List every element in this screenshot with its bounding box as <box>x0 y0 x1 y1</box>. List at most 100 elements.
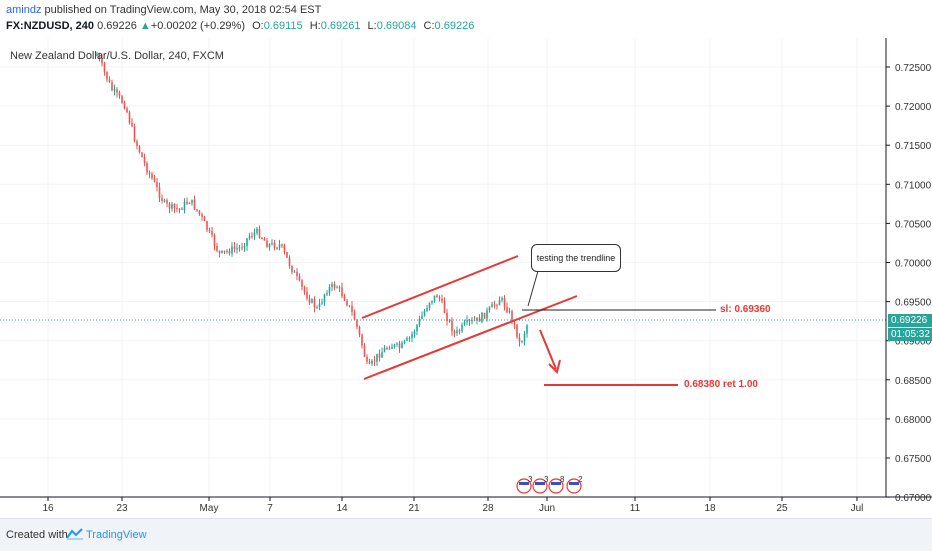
candle-body <box>431 300 433 303</box>
candle-body <box>471 320 473 322</box>
candle-body <box>106 71 108 80</box>
callout-box[interactable]: testing the trendline <box>531 244 621 272</box>
candle-body <box>158 187 161 198</box>
price-tick-label: 0.68500 <box>895 376 932 387</box>
candle-body <box>253 232 256 237</box>
chart-grid <box>0 38 886 498</box>
candle-body <box>211 230 213 236</box>
candle-body <box>433 295 436 301</box>
up-arrow-icon: ▲ <box>139 20 151 32</box>
candle-body <box>258 228 261 238</box>
candle-body <box>451 320 453 332</box>
flag-stripe <box>535 482 545 485</box>
candle-body <box>153 178 156 182</box>
candle-body <box>256 228 258 233</box>
candle-body <box>306 291 308 299</box>
candle-body <box>361 334 363 346</box>
candle-body <box>293 271 296 273</box>
candle-body <box>321 302 323 304</box>
candle-body <box>261 237 263 239</box>
candle-body <box>443 301 446 313</box>
author-link[interactable]: amindz <box>6 4 42 16</box>
candle-body <box>318 303 321 307</box>
candle-body <box>146 163 148 173</box>
candle-body <box>181 208 183 210</box>
candle-body <box>151 173 153 179</box>
candle-body <box>276 247 278 249</box>
time-tick-label: 23 <box>116 503 128 514</box>
candle-body <box>278 244 281 248</box>
target-label[interactable]: 0.68380 ret 1.00 <box>684 379 758 390</box>
price-tick-label: 0.69000 <box>895 337 932 348</box>
candle-body <box>493 304 496 306</box>
candle-body <box>473 320 476 322</box>
candle-body <box>468 320 471 322</box>
candle-body <box>206 221 208 230</box>
candle-body <box>148 172 151 174</box>
candle-body <box>101 58 103 64</box>
candle-body <box>166 200 168 204</box>
candle-body <box>343 296 346 301</box>
price-tick-label: 0.71000 <box>895 180 932 191</box>
price-tick-label: 0.69500 <box>895 298 932 309</box>
candle-body <box>333 283 336 288</box>
candle-body <box>476 317 478 321</box>
candle-body <box>373 360 376 362</box>
candle-body <box>351 305 353 313</box>
chart-title: New Zealand Dollar/U.S. Dollar, 240, FXC… <box>10 50 224 62</box>
candle-body <box>123 102 126 109</box>
stop-loss-label[interactable]: sl: 0.69360 <box>720 304 771 315</box>
time-tick-label: 18 <box>704 503 716 514</box>
candle-body <box>238 247 241 249</box>
tradingview-link[interactable]: TradingView <box>86 529 147 541</box>
candle-body <box>218 250 221 253</box>
candle-body <box>526 325 528 334</box>
candle-body <box>128 112 131 123</box>
candle-body <box>288 257 291 266</box>
candle-body <box>508 311 511 313</box>
candle-body <box>466 320 468 323</box>
candle-body <box>98 54 101 59</box>
price-tick-label: 0.70500 <box>895 219 932 230</box>
candle-body <box>406 337 408 341</box>
time-tick-label: May <box>200 503 219 514</box>
candle-body <box>113 89 116 91</box>
candle-body <box>313 299 316 308</box>
high-value: 0.69261 <box>320 20 361 32</box>
candle-body <box>176 208 178 210</box>
last-price: 0.69226 <box>97 20 137 32</box>
time-axis[interactable]: 16 23 May 7 14 21 28 Jun 11 18 25 Jul <box>42 497 863 514</box>
candle-body <box>281 244 283 246</box>
candle-body <box>448 320 451 322</box>
candle-body <box>408 337 411 339</box>
close-label: C: <box>423 20 435 32</box>
candle-body <box>201 214 203 217</box>
candle-body <box>386 348 388 350</box>
time-tick-label: Jul <box>851 503 864 514</box>
symbol-label[interactable]: FX:NZDUSD, 240 <box>6 20 95 32</box>
candle-body <box>518 337 521 342</box>
price-tick-label: 0.67000 <box>895 493 932 504</box>
candle-body <box>191 199 193 204</box>
candle-body <box>401 342 403 349</box>
candle-body <box>156 181 158 188</box>
candle-body <box>268 244 271 248</box>
event-badges[interactable]: 3 3 8 2 <box>516 475 583 494</box>
price-axis[interactable]: 0.72500 0.72000 0.71500 0.71000 0.70500 0.700… <box>886 63 932 504</box>
candle-body <box>458 330 461 332</box>
candle-body <box>521 341 523 343</box>
channel-upper-line[interactable] <box>361 255 519 319</box>
event-count: 3 <box>528 475 533 484</box>
time-tick-label: 16 <box>42 503 54 514</box>
candle-body <box>143 157 146 164</box>
candlestick-series <box>96 52 528 366</box>
candle-body <box>331 283 333 287</box>
open-label: O: <box>252 20 264 32</box>
chart-background <box>0 38 932 518</box>
candle-body <box>363 345 366 357</box>
candle-body <box>341 287 343 297</box>
open-value: 0.69115 <box>263 20 303 32</box>
time-tick-label: Jun <box>539 503 555 514</box>
candle-body <box>523 333 526 342</box>
